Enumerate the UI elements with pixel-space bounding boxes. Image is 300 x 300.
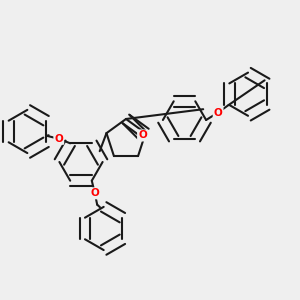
Text: O: O [54, 134, 63, 144]
Text: O: O [90, 188, 99, 198]
Text: O: O [214, 107, 223, 118]
Text: O: O [138, 130, 147, 140]
